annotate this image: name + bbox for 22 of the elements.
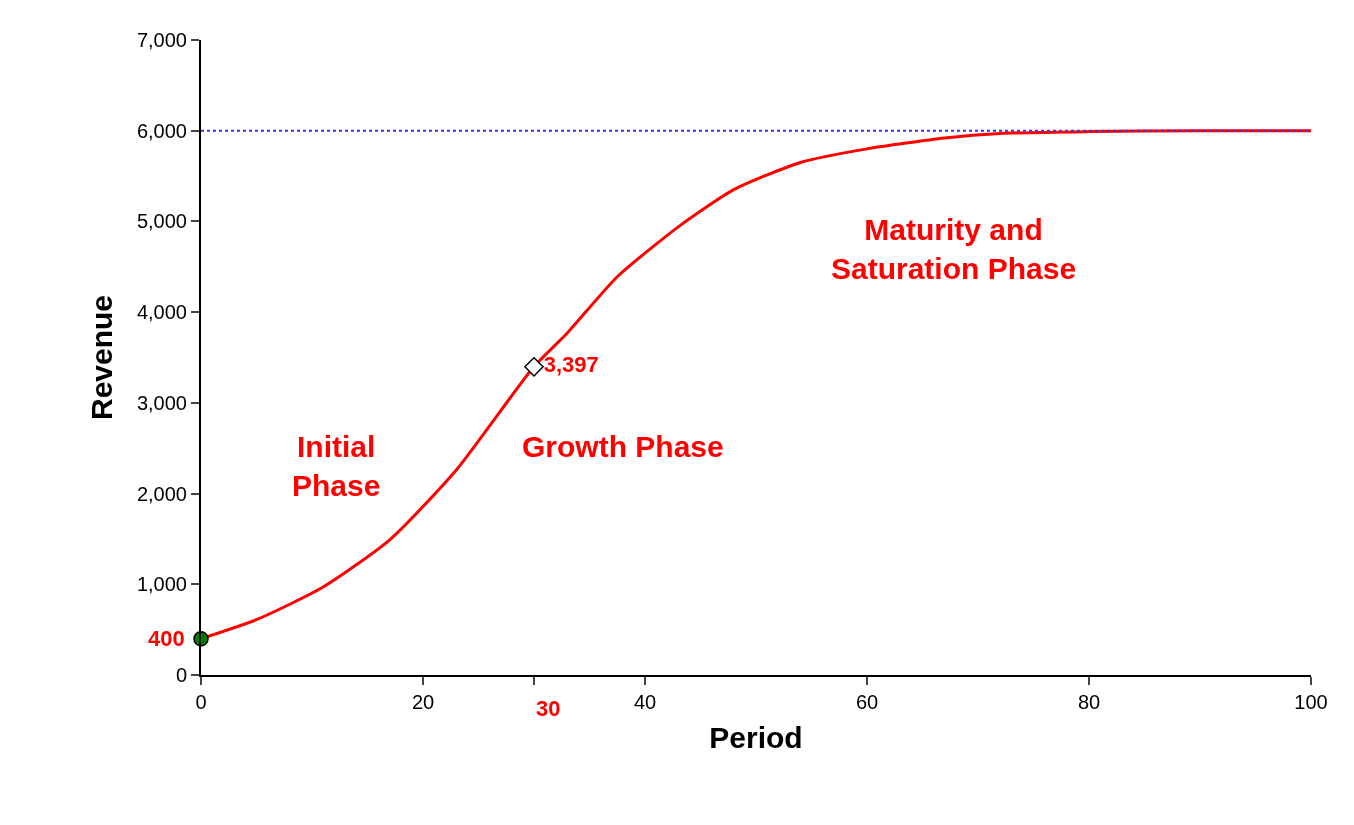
annotation: Maturity and Saturation Phase — [831, 213, 1077, 285]
y-tick-label: 6,000 — [136, 119, 187, 142]
annotation: 400 — [148, 626, 185, 651]
text: 30 — [536, 696, 561, 721]
annotation: Growth Phase — [522, 430, 724, 463]
x-axis-title: Period — [709, 721, 803, 754]
y-tick-label: 3,000 — [136, 391, 187, 414]
x-tick-label: 40 — [633, 691, 657, 713]
x-tick-label: 20 — [411, 691, 435, 713]
y-axis-title: Revenue — [85, 294, 119, 421]
x-tick-label: 100 — [1294, 691, 1328, 713]
y-tick-label: 4,000 — [136, 301, 187, 324]
x-tick-label: 60 — [855, 691, 879, 713]
y-tick-label: 0 — [175, 664, 187, 686]
x-tick-label: 80 — [1077, 691, 1101, 713]
y-tick-label: 7,000 — [136, 29, 187, 51]
y-tick-label: 2,000 — [136, 482, 187, 505]
y-tick-label: 5,000 — [136, 210, 187, 233]
annotation: Initial Phase — [292, 430, 381, 502]
y-tick-label: 1,000 — [136, 573, 187, 596]
data-label: 3,397 — [543, 352, 599, 378]
x-tick-label: 0 — [195, 691, 207, 713]
